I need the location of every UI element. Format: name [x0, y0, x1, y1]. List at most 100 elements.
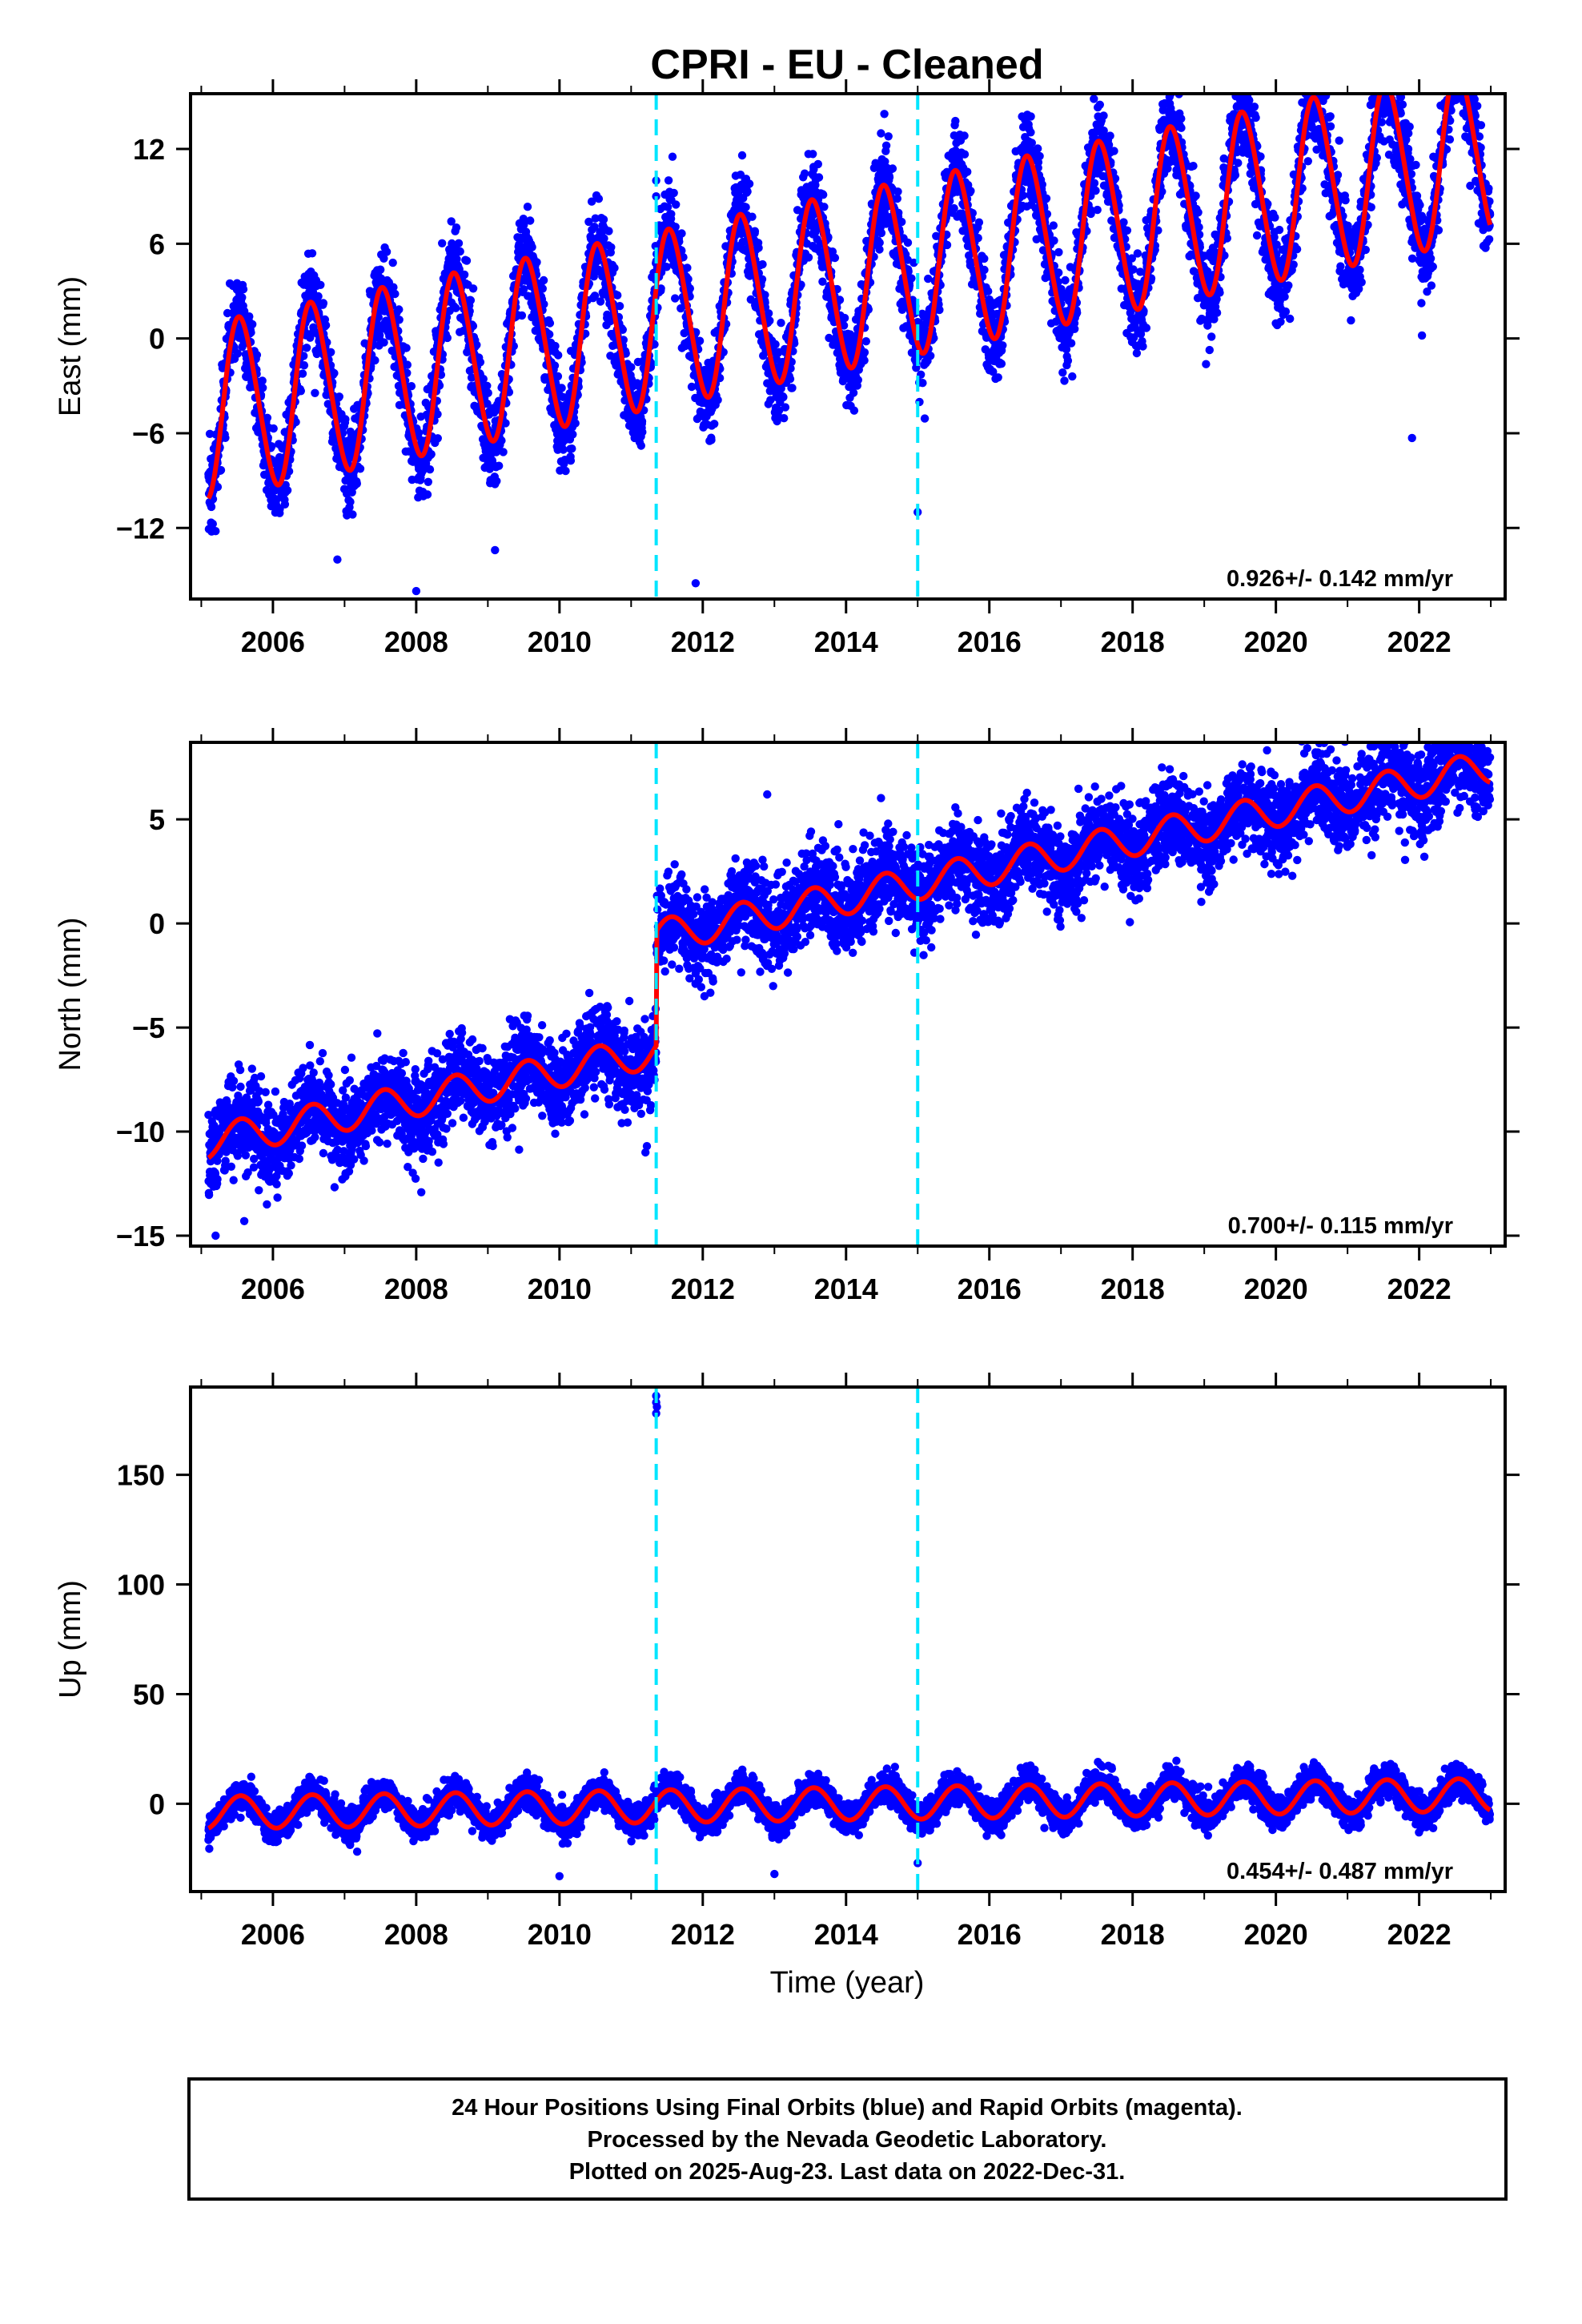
data-point — [554, 351, 563, 360]
data-point — [861, 337, 871, 346]
data-point — [259, 384, 267, 392]
data-point — [1106, 131, 1114, 140]
data-point — [316, 280, 325, 289]
data-point — [1042, 194, 1051, 203]
data-point — [998, 341, 1007, 350]
data-point — [1195, 230, 1204, 239]
data-point — [963, 167, 972, 176]
data-point — [1104, 140, 1114, 150]
data-point — [1234, 159, 1243, 167]
data-point — [267, 442, 276, 451]
data-point — [884, 132, 893, 141]
data-point — [849, 406, 859, 415]
data-point — [804, 253, 813, 262]
data-point — [980, 254, 989, 263]
data-point — [539, 275, 548, 285]
data-point — [568, 430, 577, 439]
data-point — [1034, 144, 1042, 153]
data-point — [1086, 209, 1095, 219]
data-point — [327, 348, 335, 356]
data-point — [520, 220, 528, 229]
data-point — [302, 344, 311, 352]
data-point — [1054, 247, 1063, 257]
data-point — [757, 275, 767, 283]
data-point — [966, 187, 975, 195]
data-point — [238, 293, 247, 302]
data-point — [684, 275, 693, 283]
data-point — [980, 265, 989, 275]
data-point — [671, 294, 680, 303]
data-points-east — [204, 94, 1495, 596]
data-point — [258, 376, 267, 385]
data-point — [800, 169, 809, 178]
data-point — [299, 352, 308, 360]
data-point — [618, 325, 627, 334]
data-point — [748, 212, 757, 221]
data-point — [920, 414, 930, 423]
data-point — [1032, 235, 1041, 243]
data-point — [335, 392, 343, 401]
data-point — [880, 110, 889, 119]
data-point — [994, 373, 1002, 382]
data-point — [1127, 254, 1137, 263]
data-point — [974, 218, 984, 227]
data-point — [501, 419, 510, 428]
data-point — [551, 341, 560, 351]
data-point — [213, 482, 223, 492]
data-point — [853, 376, 863, 384]
data-point — [1062, 345, 1071, 354]
data-point — [951, 116, 960, 126]
data-point — [809, 150, 817, 159]
data-point — [610, 263, 619, 272]
data-point — [519, 285, 528, 294]
data-point — [750, 227, 760, 235]
data-point — [423, 490, 432, 499]
data-point — [758, 259, 767, 269]
data-point — [538, 284, 547, 293]
data-point — [1093, 205, 1102, 215]
data-point — [596, 297, 605, 306]
data-point — [1099, 111, 1108, 120]
data-point — [1189, 267, 1199, 275]
data-point — [1119, 218, 1128, 227]
data-point — [1205, 345, 1215, 355]
data-point — [590, 223, 599, 231]
data-point — [587, 197, 596, 206]
data-point — [347, 488, 356, 497]
data-point — [1095, 100, 1105, 109]
data-point — [466, 296, 476, 305]
data-point — [395, 305, 404, 314]
data-point — [737, 151, 747, 160]
data-point — [391, 289, 400, 299]
data-point — [893, 194, 902, 203]
data-point — [761, 291, 769, 300]
data-point — [346, 497, 355, 506]
data-point — [860, 348, 869, 357]
data-point — [311, 388, 319, 397]
data-point — [875, 245, 884, 254]
data-point — [1189, 162, 1198, 171]
data-point — [997, 360, 1006, 368]
data-point — [638, 428, 647, 436]
data-point — [764, 309, 773, 318]
data-point — [1177, 123, 1186, 132]
data-point — [517, 311, 527, 320]
data-point — [483, 381, 492, 390]
data-point — [248, 320, 257, 329]
data-point — [221, 433, 230, 442]
data-point — [683, 263, 692, 272]
data-point — [424, 477, 432, 486]
data-point — [818, 191, 828, 199]
data-point — [519, 215, 528, 223]
data-point — [1210, 315, 1219, 324]
data-point — [252, 351, 262, 360]
data-point — [1142, 324, 1151, 332]
data-point — [269, 424, 278, 433]
data-point — [820, 203, 829, 211]
data-point — [379, 254, 388, 263]
data-point — [1061, 275, 1070, 285]
data-point — [1090, 94, 1098, 103]
data-point — [479, 375, 488, 384]
data-point — [669, 188, 678, 198]
data-point — [495, 461, 504, 470]
